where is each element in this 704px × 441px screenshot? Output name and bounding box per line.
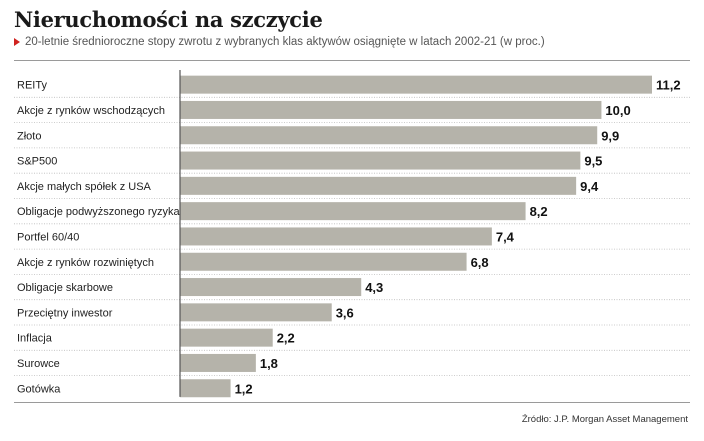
source-note: Źródło: J.P. Morgan Asset Management (521, 414, 688, 425)
value-label: 9,9 (601, 128, 619, 143)
chart-subtitle: 20-letnie średnioroczne stopy zwrotu z w… (25, 36, 545, 48)
bar (180, 151, 581, 170)
category-label: Inflacja (17, 333, 53, 345)
category-label: Złoto (17, 130, 41, 142)
bar (180, 227, 492, 246)
category-label: Przeciętny inwestor (17, 307, 113, 319)
bar (180, 100, 602, 119)
value-label: 2,2 (277, 331, 295, 346)
bar (180, 278, 362, 297)
value-label: 11,2 (656, 78, 681, 93)
value-label: 9,5 (584, 154, 602, 169)
category-label: Surowce (17, 358, 60, 370)
value-label: 3,6 (336, 305, 354, 320)
category-label: Portfel 60/40 (17, 231, 79, 243)
bar (180, 379, 231, 398)
category-label: Obligacje podwyższonego ryzyka (17, 206, 181, 218)
header-divider (14, 60, 690, 61)
category-label: Akcje z rynków wschodzących (17, 105, 165, 117)
triangle-bullet-icon (14, 38, 20, 46)
bar (180, 176, 577, 195)
value-label: 1,8 (260, 356, 278, 371)
bar (180, 252, 467, 271)
value-label: 8,2 (530, 204, 548, 219)
value-label: 6,8 (471, 255, 489, 270)
category-label: S&P500 (17, 156, 57, 168)
value-label: 7,4 (496, 229, 515, 244)
category-label: Akcje małych spółek z USA (17, 181, 152, 193)
footer-divider (14, 402, 690, 403)
chart-title: Nieruchomości na szczycie (14, 7, 323, 32)
bar (180, 126, 598, 145)
bar (180, 353, 256, 372)
subtitle-row: 20-letnie średnioroczne stopy zwrotu z w… (14, 36, 545, 48)
bar (180, 75, 652, 94)
value-label: 9,4 (580, 179, 599, 194)
category-label: Gotówka (17, 383, 61, 395)
category-label: Akcje z rynków rozwiniętych (17, 257, 154, 269)
bar (180, 303, 332, 322)
value-label: 10,0 (605, 103, 630, 118)
bar (180, 328, 273, 347)
value-label: 4,3 (365, 280, 383, 295)
category-label: Obligacje skarbowe (17, 282, 113, 294)
category-label: REITy (17, 80, 47, 92)
value-label: 1,2 (235, 381, 253, 396)
bar (180, 202, 526, 221)
